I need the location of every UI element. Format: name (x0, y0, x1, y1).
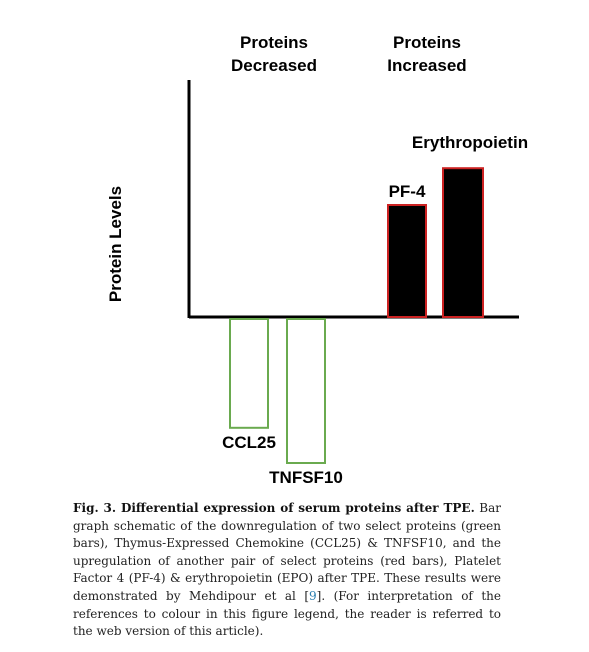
bar-label-ccl25: CCL25 (222, 433, 276, 452)
bar-ccl25 (229, 318, 269, 429)
bar-erythropoietin (442, 167, 484, 318)
caption-title: Fig. 3. Differential expression of serum… (73, 501, 475, 515)
bar-chart: Proteins Decreased Proteins Increased Pr… (106, 33, 528, 487)
figure-caption: Fig. 3. Differential expression of serum… (73, 500, 501, 641)
bar-tnfsf10 (286, 318, 326, 464)
header-increased-line2: Increased (387, 56, 466, 75)
header-decreased-line1: Proteins (240, 33, 308, 52)
bar-pf4 (387, 204, 427, 318)
caption-body-end: ]. (For interpretation of the references… (73, 588, 501, 639)
bar-label-pf4: PF-4 (389, 182, 426, 201)
bar-label-tnfsf10: TNFSF10 (269, 468, 343, 487)
header-decreased-line2: Decreased (231, 56, 317, 75)
bar-label-erythropoietin: Erythropoietin (412, 133, 528, 152)
caption-reference-link[interactable]: 9 (309, 588, 317, 603)
header-increased-line1: Proteins (393, 33, 461, 52)
caption-body: Bar graph schematic of the downregulatio… (73, 501, 501, 603)
y-axis-label: Protein Levels (106, 186, 125, 302)
